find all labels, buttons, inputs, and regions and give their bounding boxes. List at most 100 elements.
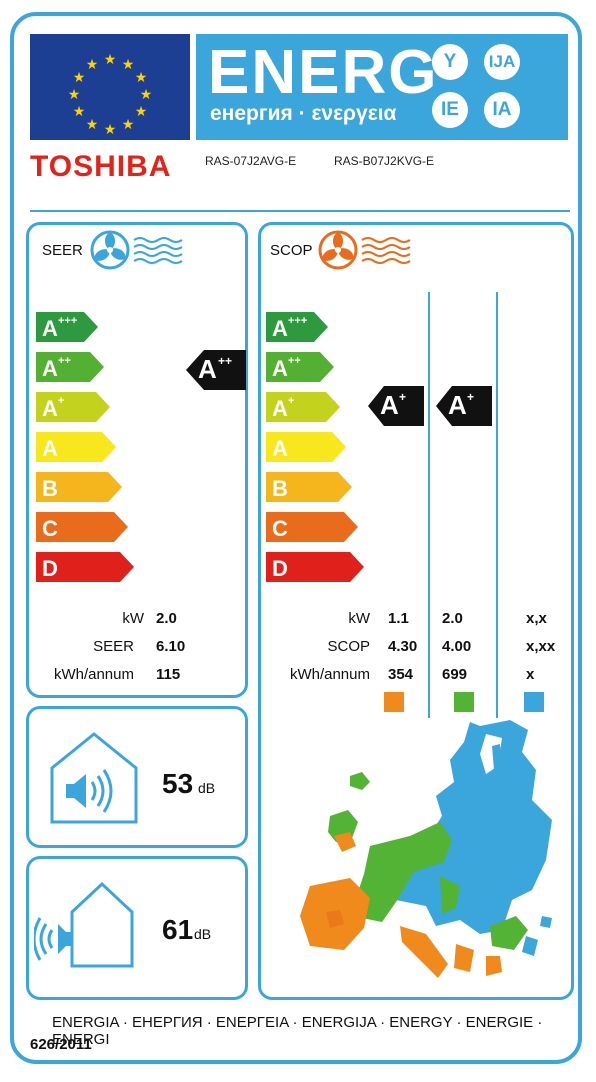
seer-label: SEER — [93, 638, 134, 655]
seer-panel — [26, 222, 248, 698]
outdoor-noise-value: 61 — [162, 914, 194, 945]
seer-class-label: A — [42, 396, 58, 421]
scop-kw-label: kW — [348, 610, 370, 627]
seer-scale: A +++ A ++ A + A B C D — [36, 312, 136, 595]
average-zone-swatch — [454, 692, 474, 712]
scop-class-label: A — [272, 396, 288, 421]
svg-text:★: ★ — [73, 69, 86, 85]
footer-languages: ENERGIA · ЕНЕРГИЯ · ΕΝΕΡΓΕΙΑ · ENERGIJA … — [52, 1014, 543, 1048]
svg-text:★: ★ — [135, 69, 148, 85]
scop-average-kw: 2.0 — [442, 610, 463, 627]
scop-energy-label: kWh/annum — [289, 666, 370, 683]
regulation-number: 626/2011 — [30, 1036, 92, 1053]
energy-subtitle: енергия · ενεργεια — [210, 102, 397, 125]
warm-zone-swatch — [384, 692, 404, 712]
brand-logo: TOSHIBA — [30, 150, 172, 183]
scop-label: SCOP — [327, 638, 370, 655]
seer-class-arrow: A ++ — [36, 352, 104, 382]
scop-class-label: B — [272, 476, 288, 501]
scop-panel — [258, 222, 574, 1000]
scop-class-arrow: C — [266, 512, 358, 542]
scop-cold-kw: x,x — [526, 610, 547, 627]
scop-warm-scop: 4.30 — [388, 638, 418, 655]
seer-class-label: A — [42, 356, 58, 381]
outdoor-model: RAS-B07J2KVG-E — [334, 154, 435, 168]
scop-class-arrow: A — [266, 432, 346, 462]
scop-class-label: D — [272, 556, 288, 581]
outdoor-noise-panel — [26, 856, 248, 1000]
scop-rating-sup: + — [467, 390, 475, 404]
scop-rating-base: A — [448, 390, 467, 420]
svg-text:★: ★ — [122, 56, 135, 72]
scop-average-energy: 699 — [442, 666, 468, 683]
cooling-fan-icon — [90, 230, 190, 275]
indoor-speaker-icon — [48, 730, 140, 831]
seer-class-arrow: D — [36, 552, 134, 582]
seer-rating-sup: ++ — [218, 354, 233, 368]
svg-text:★: ★ — [86, 56, 99, 72]
seer-class-sup: +++ — [58, 315, 77, 327]
seer-rating-base: A — [198, 354, 217, 384]
scop-class-label: A — [272, 356, 288, 381]
svg-text:★: ★ — [122, 116, 135, 132]
svg-text:★: ★ — [104, 51, 117, 67]
europe-climate-map — [290, 716, 566, 993]
seer-class-arrow: A +++ — [36, 312, 98, 342]
seer-class-label: D — [42, 556, 58, 581]
seer-class-label: C — [42, 516, 58, 541]
eu-flag-icon: ★ ★ ★ ★ ★ ★ ★ ★ ★ ★ ★ ★ — [30, 34, 190, 140]
scop-scale: A +++ A ++ A + A B C D — [266, 312, 366, 595]
seer-class-label: B — [42, 476, 58, 501]
scop-rating-base: A — [380, 390, 399, 420]
seer-class-arrow: A + — [36, 392, 110, 422]
scop-cold-scop: x,xx — [526, 638, 556, 655]
heating-fan-icon — [318, 230, 418, 275]
outdoor-noise-unit: dB — [194, 926, 212, 942]
suffix-badge: IJA — [484, 44, 520, 80]
scop-class-sup: +++ — [288, 315, 307, 327]
scop-class-arrow: B — [266, 472, 352, 502]
svg-text:★: ★ — [140, 86, 153, 102]
cold-zone-swatch — [524, 692, 544, 712]
indoor-noise-panel — [26, 706, 248, 848]
column-divider — [428, 292, 430, 718]
svg-text:★: ★ — [86, 116, 99, 132]
svg-text:★: ★ — [73, 103, 86, 119]
seer-class-arrow: B — [36, 472, 122, 502]
scop-class-label: A — [272, 316, 288, 341]
label-frame — [10, 12, 582, 1064]
indoor-model: RAS-07J2AVG-E — [205, 154, 297, 168]
suffix-badge: Y — [432, 44, 468, 80]
seer-class-sup: ++ — [58, 355, 71, 367]
energy-word: ENERG — [208, 38, 439, 107]
scop-warm-kw: 1.1 — [388, 610, 409, 627]
scop-class-sup: ++ — [288, 355, 301, 367]
indoor-noise-unit: dB — [198, 780, 216, 796]
svg-text:★: ★ — [135, 103, 148, 119]
scop-class-label: C — [272, 516, 288, 541]
seer-kw-label: kW — [122, 610, 144, 627]
scop-class-arrow: A +++ — [266, 312, 328, 342]
scop-class-arrow: A + — [266, 392, 340, 422]
scop-cold-energy: x — [526, 666, 535, 683]
seer-rating-arrow: A ++ — [186, 350, 246, 395]
seer-class-sup: + — [58, 395, 64, 407]
svg-text:★: ★ — [68, 86, 81, 102]
indoor-noise-value: 53 — [162, 768, 194, 799]
scop-class-arrow: D — [266, 552, 364, 582]
seer-class-label: A — [42, 436, 58, 461]
seer-class-arrow: C — [36, 512, 128, 542]
scop-rating-sup: + — [399, 390, 407, 404]
scop-class-label: A — [272, 436, 288, 461]
column-divider — [496, 292, 498, 718]
seer-kw-value: 2.0 — [156, 610, 177, 627]
scop-class-arrow: A ++ — [266, 352, 334, 382]
scop-warm-energy: 354 — [388, 666, 414, 683]
seer-energy-value: 115 — [156, 666, 181, 683]
svg-text:★: ★ — [104, 121, 117, 137]
divider — [30, 210, 570, 212]
scop-rating-arrow-warm: A + — [368, 386, 424, 431]
scop-rating-arrow-average: A + — [436, 386, 492, 431]
seer-value: 6.10 — [156, 638, 186, 655]
seer-class-arrow: A — [36, 432, 116, 462]
